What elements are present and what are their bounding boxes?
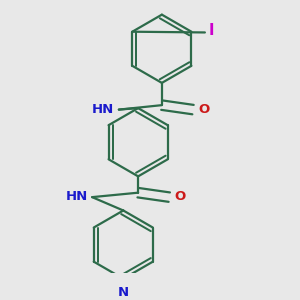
Text: HN: HN bbox=[92, 103, 114, 116]
Text: O: O bbox=[198, 103, 210, 116]
Text: HN: HN bbox=[65, 190, 88, 203]
Text: N: N bbox=[118, 286, 129, 299]
Text: O: O bbox=[175, 190, 186, 203]
Text: I: I bbox=[208, 23, 214, 38]
